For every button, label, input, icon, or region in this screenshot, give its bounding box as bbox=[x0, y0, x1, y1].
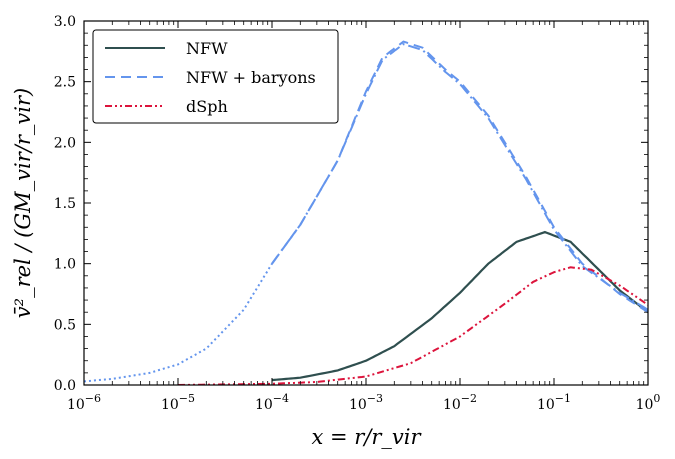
legend-box bbox=[92, 29, 339, 124]
series-dsph bbox=[177, 266, 648, 385]
series-nfw-baryons bbox=[271, 40, 648, 314]
legend-label-nfw-baryons: NFW + baryons bbox=[186, 68, 316, 87]
tick-layer: 10−6 10−5 10−4 10−3 10−2 10−1 100 0.0 0.5 1.0 1.5 2… bbox=[54, 14, 661, 413]
x-axis-label: x = r/r_vir bbox=[311, 425, 422, 449]
y-tick-label: 3.0 bbox=[54, 14, 76, 30]
legend-label-nfw: NFW bbox=[186, 39, 228, 58]
x-tick-label: 10−3 bbox=[349, 392, 383, 413]
series-nfw-baryons-inner bbox=[84, 263, 273, 383]
x-tick-label: 10−4 bbox=[255, 392, 289, 413]
y-tick-label: 1.5 bbox=[54, 196, 76, 212]
y-tick-label: 0.0 bbox=[54, 378, 76, 394]
legend-label-dsph: dSph bbox=[186, 97, 228, 116]
series-layer bbox=[84, 40, 648, 385]
x-tick-label: 10−1 bbox=[537, 392, 571, 413]
legend: NFW NFW + baryons dSph bbox=[92, 29, 339, 124]
x-tick-label: 10−5 bbox=[161, 392, 195, 413]
x-tick-label: 10−2 bbox=[443, 392, 477, 413]
y-tick-label: 1.0 bbox=[54, 257, 76, 273]
y-axis-label: v̄²_rel / (GM_vir/r_vir) bbox=[11, 88, 35, 318]
series-nfw bbox=[271, 230, 648, 382]
series-nfw-baryons-dash-dot bbox=[271, 42, 648, 311]
plot-frame bbox=[83, 20, 649, 386]
y-tick-label: 2.5 bbox=[54, 75, 76, 91]
x-tick-label: 10−6 bbox=[67, 392, 101, 413]
x-tick-label: 100 bbox=[636, 392, 661, 413]
y-tick-label: 2.0 bbox=[54, 135, 76, 151]
y-tick-label: 0.5 bbox=[54, 317, 76, 333]
